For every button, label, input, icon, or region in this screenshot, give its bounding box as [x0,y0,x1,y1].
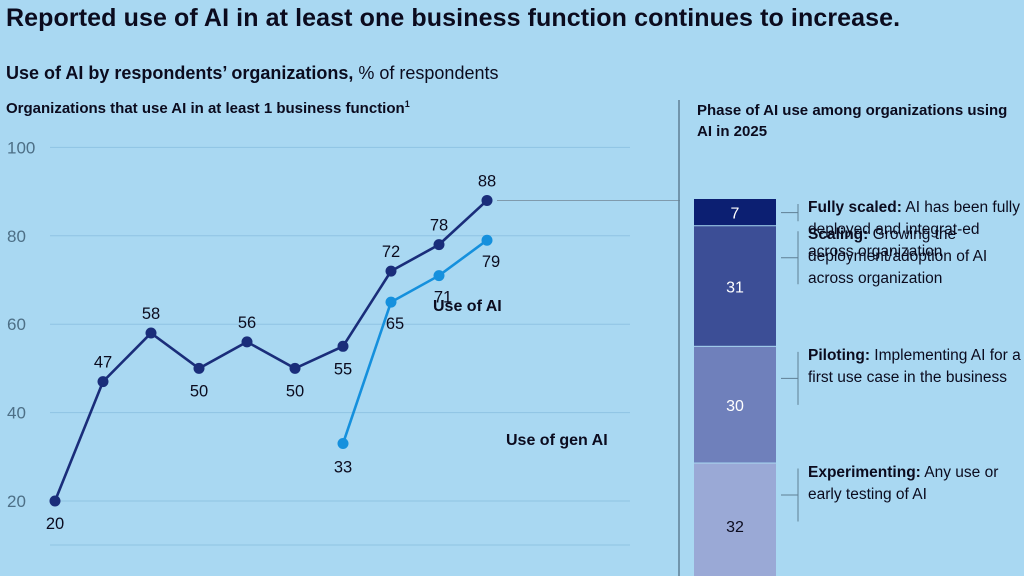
series-line-gen-ai [341,239,488,444]
bar-segment-3 [694,463,776,576]
data-label-ai-2: 58 [142,305,160,323]
series-label-gen-ai: Use of gen AI [506,432,608,449]
data-label-gen-ai-3: 79 [482,253,500,271]
point-gen-ai-3 [481,234,493,246]
point-gen-ai-1 [385,296,397,308]
phase-description-2: Piloting: Implementing AI for a first us… [808,345,1024,389]
bar-segment-label-0: 7 [731,206,740,223]
data-label-ai-1: 47 [94,354,112,372]
y-tick-label-80: 80 [7,227,26,246]
bar-segment-label-1: 31 [726,280,744,297]
phase-description-1: Scaling: Growing the deployment/adoption… [808,224,1024,290]
series-line-ai [53,199,488,502]
line-chart-heading: Organizations that use AI in at least 1 … [6,99,410,117]
bar-segment-label-2: 30 [726,398,744,415]
bar-segment-1 [694,226,776,346]
y-tick-label-20: 20 [7,492,26,511]
point-ai-9 [481,194,493,206]
data-label-ai-8: 78 [430,217,448,235]
chart-subtitle: Use of AI by respondents’ organizations,… [6,63,498,84]
phase-text-1: Growing the deployment/adoption of AI ac… [808,226,988,288]
data-label-ai-3: 50 [190,382,208,400]
bar-segment-0 [694,199,776,226]
phase-name-0: Fully scaled: [808,199,902,216]
y-tick-label-40: 40 [7,404,26,423]
point-gen-ai-0 [337,438,349,450]
line-chart-heading-text: Organizations that use AI in at least 1 … [6,100,405,117]
data-label-gen-ai-2: 71 [434,289,452,307]
data-label-ai-0: 20 [46,515,64,533]
data-label-ai-5: 50 [286,382,304,400]
point-ai-4 [241,336,253,348]
data-label-ai-9: 88 [478,172,496,190]
phase-text-2: Implementing AI for a first use case in … [808,346,1021,386]
data-label-ai-7: 72 [382,243,400,261]
point-ai-0 [49,495,61,507]
phase-name-3: Experimenting: [808,463,921,481]
point-ai-2 [145,327,157,339]
page-title: Reported use of AI in at least one busin… [6,4,901,32]
data-label-ai-6: 55 [334,360,352,378]
bar-segment-label-3: 32 [726,519,744,536]
footnote-marker: 1 [404,99,410,109]
phase-text-0: AI has been fully deployed and integrat-… [808,199,1020,260]
point-gen-ai-2 [433,270,445,282]
point-ai-5 [289,362,301,374]
subtitle-unit: % of respondents [353,63,499,83]
data-label-ai-4: 56 [238,314,256,332]
phase-name-1: Scaling: [808,226,869,244]
phase-description-3: Experimenting: Any use or early testing … [808,462,1024,506]
phase-name-2: Piloting: [808,346,870,364]
point-ai-3 [193,362,205,374]
point-ai-7 [385,265,397,277]
y-tick-label-60: 60 [7,315,26,334]
point-ai-6 [337,340,349,352]
stacked-bar-heading: Phase of AI use among organizations usin… [697,102,1008,140]
phase-description-0: Fully scaled: AI has been fully deployed… [808,197,1024,263]
point-ai-8 [433,239,445,251]
phase-text-3: Any use or early testing of AI [808,463,999,503]
y-tick-label-100: 100 [7,138,35,157]
data-label-gen-ai-0: 33 [334,459,352,477]
point-ai-1 [97,376,109,388]
series-label-ai: Use of AI [433,298,502,315]
bar-segment-2 [694,346,776,463]
data-label-gen-ai-1: 65 [386,315,404,333]
subtitle-bold: Use of AI by respondents’ organizations, [6,63,354,83]
